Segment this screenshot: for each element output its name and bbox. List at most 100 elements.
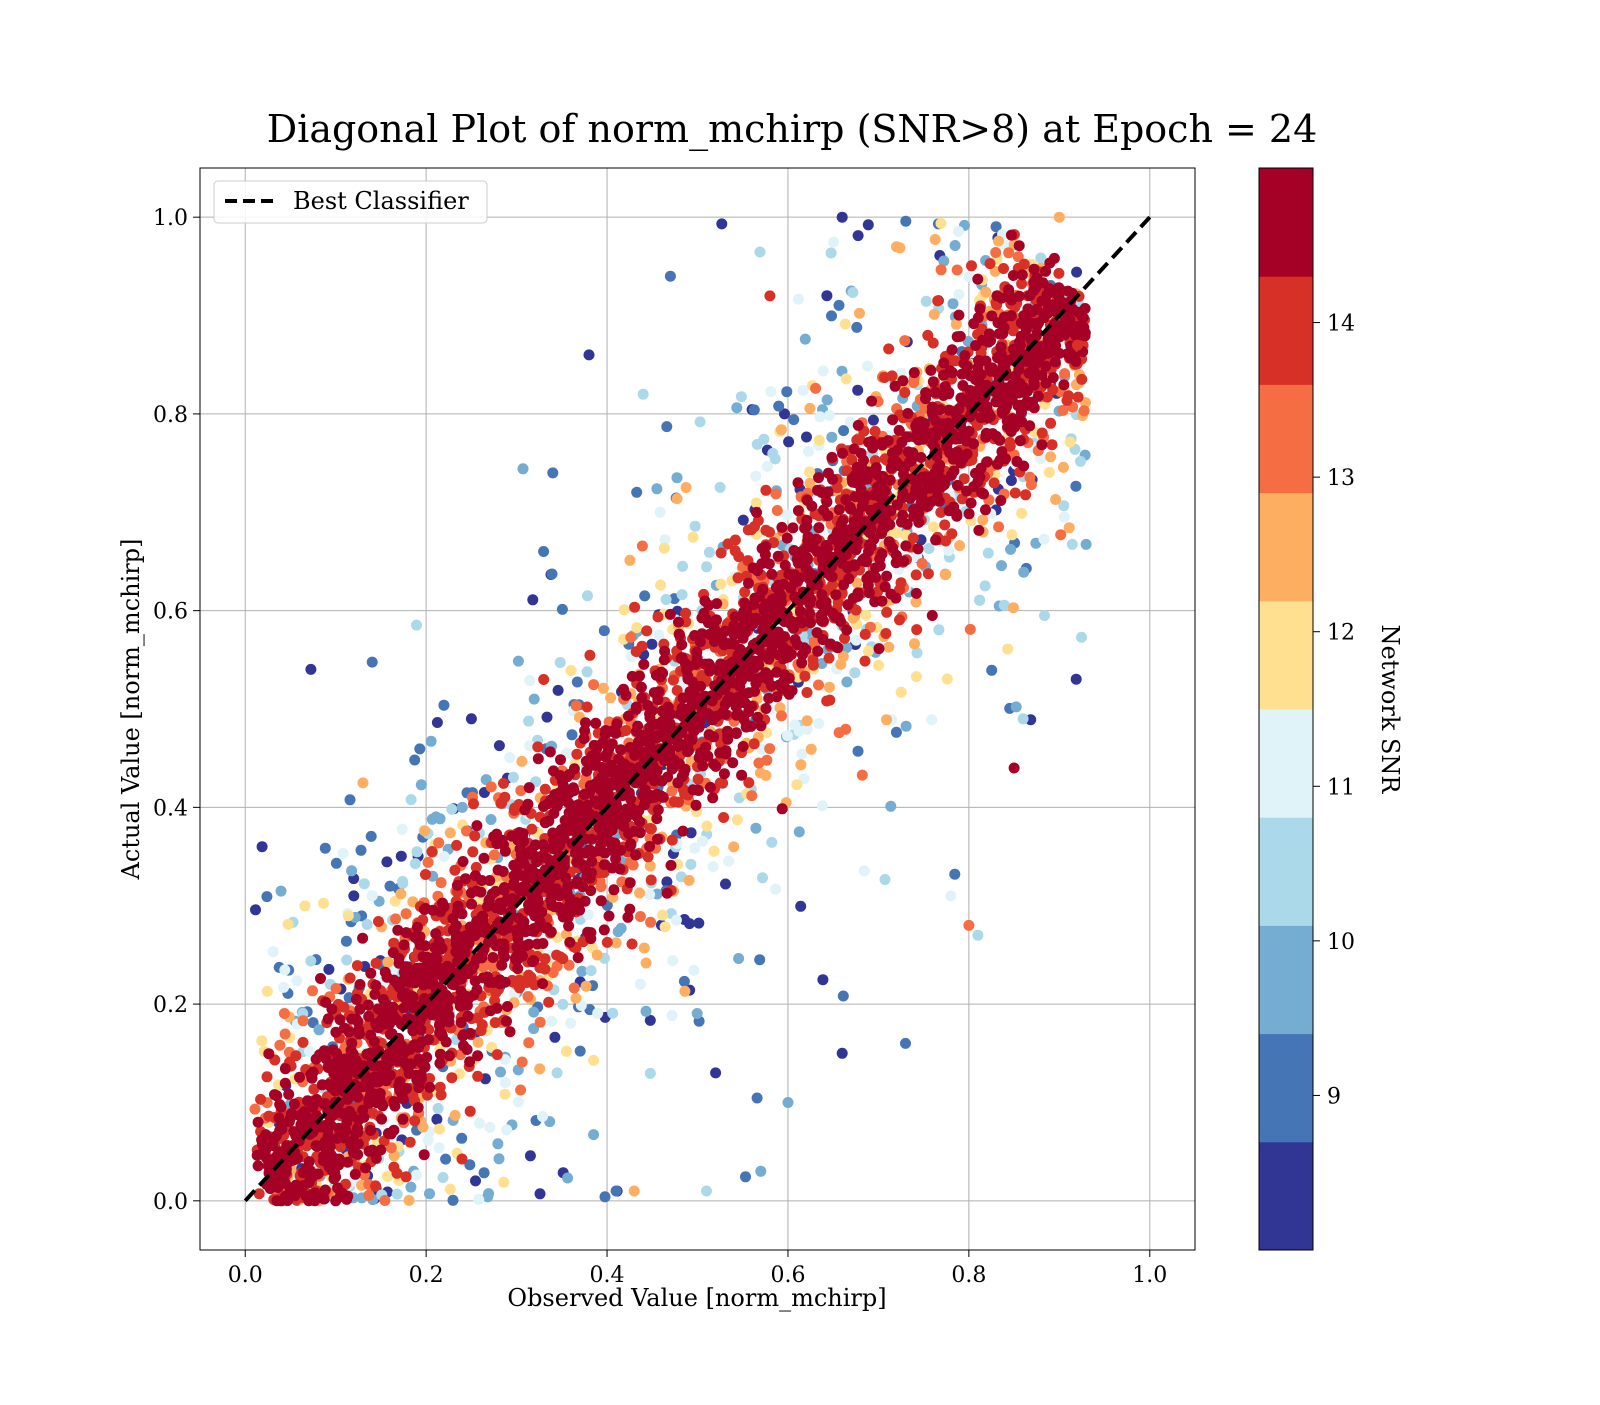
scatter-point [284, 1182, 295, 1193]
scatter-point [764, 743, 775, 754]
scatter-point [720, 879, 731, 890]
scatter-point [685, 859, 696, 870]
scatter-point [780, 683, 791, 694]
scatter-point [870, 562, 881, 573]
scatter-point [1006, 295, 1017, 306]
scatter-point [816, 599, 827, 610]
scatter-point [551, 831, 562, 842]
scatter-point [283, 1089, 294, 1100]
scatter-point [824, 682, 835, 693]
scatter-point [801, 521, 812, 532]
scatter-point [932, 295, 943, 306]
scatter-point [684, 875, 695, 886]
scatter-point [891, 550, 902, 561]
scatter-point [760, 485, 771, 496]
scatter-point [592, 950, 603, 961]
scatter-point [453, 901, 464, 912]
scatter-point [1059, 512, 1070, 523]
scatter-point [326, 1004, 337, 1015]
scatter-point [863, 219, 874, 230]
scatter-point [669, 796, 680, 807]
scatter-point [672, 472, 683, 483]
scatter-point [911, 624, 922, 635]
scatter-point [765, 386, 776, 397]
scatter-point [1018, 387, 1029, 398]
scatter-point [396, 851, 407, 862]
scatter-point [795, 606, 806, 617]
scatter-point [818, 366, 829, 377]
scatter-point [802, 715, 813, 726]
scatter-point [757, 543, 768, 554]
scatter-point [439, 901, 450, 912]
scatter-point [491, 940, 502, 951]
scatter-point [781, 386, 792, 397]
scatter-point [463, 993, 474, 1004]
scatter-point [852, 385, 863, 396]
scatter-point [1002, 644, 1013, 655]
scatter-point [406, 794, 417, 805]
scatter-point [267, 1137, 278, 1148]
scatter-point [972, 274, 983, 285]
scatter-point [860, 610, 871, 621]
scatter-point [709, 846, 720, 857]
scatter-point [311, 1054, 322, 1065]
scatter-point [795, 759, 806, 770]
scatter-point [667, 955, 678, 966]
scatter-point [501, 1124, 512, 1135]
scatter-point [793, 477, 804, 488]
scatter-point [980, 287, 991, 298]
scatter-point [534, 1063, 545, 1074]
scatter-point [959, 396, 970, 407]
scatter-point [930, 535, 941, 546]
scatter-point [927, 406, 938, 417]
scatter-point [289, 1099, 300, 1110]
scatter-point [401, 927, 412, 938]
scatter-point [492, 1049, 503, 1060]
scatter-point [424, 1188, 435, 1199]
scatter-point [600, 751, 611, 762]
scatter-point [787, 522, 798, 533]
scatter-point [954, 540, 965, 551]
scatter-point [446, 804, 457, 815]
scatter-point [1070, 481, 1081, 492]
scatter-point [958, 453, 969, 464]
scatter-point [690, 521, 701, 532]
scatter-point [566, 665, 577, 676]
scatter-point [466, 887, 477, 898]
scatter-point [952, 480, 963, 491]
scatter-point [671, 915, 682, 926]
scatter-point [479, 853, 490, 864]
scatter-point [641, 625, 652, 636]
scatter-point [651, 483, 662, 494]
scatter-point [677, 589, 688, 600]
scatter-point [907, 448, 918, 459]
scatter-point [515, 1085, 526, 1096]
scatter-point [985, 335, 996, 346]
scatter-point [923, 568, 934, 579]
scatter-point [431, 1114, 442, 1125]
scatter-point [277, 1119, 288, 1130]
scatter-point [704, 547, 715, 558]
scatter-point [1064, 522, 1075, 533]
scatter-point [582, 666, 593, 677]
scatter-point [573, 952, 584, 963]
scatter-point [341, 1072, 352, 1083]
scatter-point [477, 911, 488, 922]
scatter-point [562, 1173, 573, 1184]
scatter-point [716, 218, 727, 229]
scatter-point [586, 965, 597, 976]
scatter-point [416, 1057, 427, 1068]
scatter-point [1058, 379, 1069, 390]
scatter-point [929, 309, 940, 320]
scatter-point [1065, 437, 1076, 448]
scatter-point [728, 841, 739, 852]
scatter-point [655, 580, 666, 591]
scatter-point [543, 997, 554, 1008]
scatter-point [1011, 701, 1022, 712]
scatter-point [652, 694, 663, 705]
scatter-point [304, 1165, 315, 1176]
scatter-point [821, 696, 832, 707]
scatter-point [629, 826, 640, 837]
scatter-point [268, 946, 279, 957]
